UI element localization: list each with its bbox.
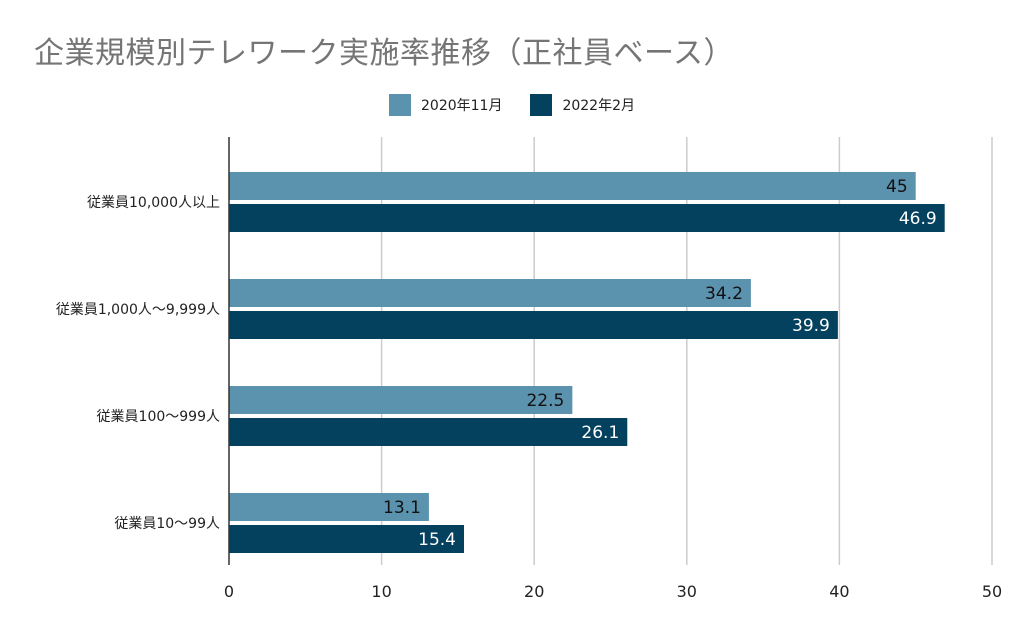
legend-item-series-1: 2020年11月 — [389, 94, 502, 116]
data-label-s2-1: 46.9 — [899, 209, 937, 229]
bar-s2-4 — [229, 525, 465, 553]
x-tick-label-0: 0 — [224, 582, 234, 601]
bar-s2-2 — [229, 311, 838, 339]
legend-label-series-2: 2022年2月 — [562, 98, 635, 114]
data-label-s2-4: 15.4 — [418, 530, 456, 550]
x-tick-label-50: 50 — [982, 582, 1002, 601]
legend-label-series-1: 2020年11月 — [421, 98, 503, 114]
legend-item-series-2: 2022年2月 — [530, 94, 635, 116]
x-tick-label-40: 40 — [829, 582, 849, 601]
data-label-s1-2: 34.2 — [705, 284, 743, 304]
y-tick-label-2: 従業員1,000人～9,999人 — [56, 302, 220, 318]
y-tick-label-1: 従業員10,000人以上 — [87, 195, 220, 211]
chart-title: 企業規模別テレワーク実施率推移（正社員ベース） — [34, 36, 734, 71]
legend: 2020年11月 2022年2月 — [0, 94, 1024, 116]
data-label-s2-2: 39.9 — [792, 316, 830, 336]
data-label-s1-4: 13.1 — [383, 498, 421, 518]
bar-s2-3 — [229, 418, 628, 446]
legend-swatch-series-1 — [389, 94, 411, 116]
x-tick-label-30: 30 — [677, 582, 697, 601]
data-label-s2-3: 26.1 — [581, 423, 619, 443]
bar-s2-1 — [229, 204, 945, 232]
x-tick-label-10: 10 — [371, 582, 391, 601]
bar-s1-4 — [229, 493, 429, 521]
y-tick-label-3: 従業員100～999人 — [97, 409, 220, 425]
bar-s1-3 — [229, 386, 573, 414]
y-tick-label-4: 従業員10～99人 — [114, 516, 220, 532]
x-tick-label-20: 20 — [524, 582, 544, 601]
data-label-s1-3: 22.5 — [526, 391, 564, 411]
bar-s1-1 — [229, 172, 916, 200]
data-label-s1-1: 45 — [886, 177, 908, 197]
legend-swatch-series-2 — [530, 94, 553, 116]
bar-s1-2 — [229, 279, 751, 307]
